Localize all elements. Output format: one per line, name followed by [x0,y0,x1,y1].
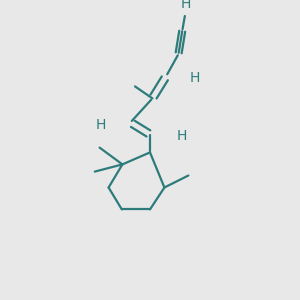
Text: H: H [190,71,200,85]
Text: H: H [180,0,190,11]
Text: H: H [176,130,187,143]
Text: H: H [95,118,106,132]
